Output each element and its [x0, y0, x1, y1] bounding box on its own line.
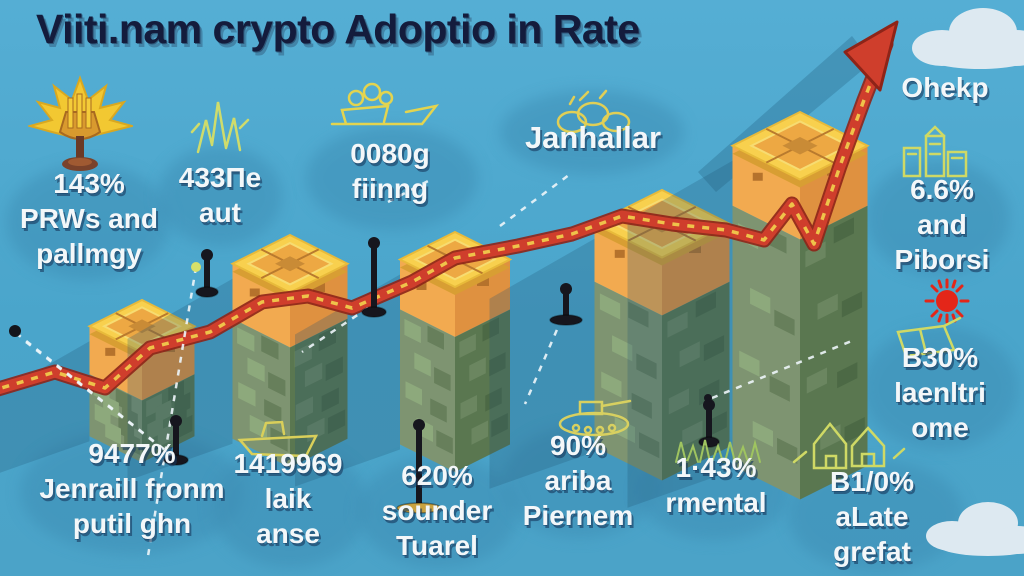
coins-sketch-icon [550, 88, 635, 145]
callout-sounder: 620% sounder Tuarel [360, 458, 514, 563]
trophy-plant-icon [26, 74, 136, 179]
callout-value: 6.6% [910, 174, 974, 205]
callout-label: rmental [665, 487, 767, 518]
callout-value: B30% [901, 342, 979, 373]
callout-label: ome [911, 412, 969, 443]
callout-value: 620% [401, 460, 473, 491]
callout-label: laik [264, 483, 312, 514]
houses-sketch-icon [786, 416, 911, 483]
callout-value: B1/0% [829, 466, 915, 497]
callout-label: grefat [833, 536, 911, 567]
callout-value: 143% [53, 168, 125, 199]
callout-label: aLate [835, 501, 909, 532]
callout-label: Piborsi [894, 244, 990, 275]
sun-burst-icon [924, 278, 970, 329]
callout-jenraill: 9477% Jenraill fronm putil ghn [12, 436, 252, 541]
callout-label: fiinng [351, 173, 429, 204]
callout-label: aut [199, 197, 241, 228]
callout-label: pallmgy [36, 238, 142, 269]
tank-sketch-icon [544, 392, 644, 445]
callout-label: Piernem [522, 500, 634, 531]
callout-prws: 143% PRWs and pallmgy [0, 166, 178, 271]
callout-value: 1419969 [233, 448, 343, 479]
box-sketch-icon [884, 310, 969, 367]
callout-grefat: B1/0% aLate grefat [788, 464, 956, 569]
callout-finng: 0080g fiinng [316, 136, 464, 206]
callout-value: 9477% [88, 438, 176, 469]
callout-label: Janhallar [524, 120, 662, 155]
callout-aut: 433Пe aut [150, 160, 290, 230]
callout-value: 1·43% [675, 452, 757, 483]
city-sketch-icon [896, 120, 976, 189]
callout-rmental: 1·43% rmental [640, 450, 792, 520]
callout-janhallar: Janhallar [498, 120, 688, 155]
callout-ariba: 90% ariba Piernem [502, 428, 654, 533]
callout-value: 433Пe [178, 162, 262, 193]
callout-label: Tuarel [396, 530, 478, 561]
callout-piborsi: 6.6% and Piborsi [872, 172, 1012, 277]
callout-label: putil ghn [72, 508, 192, 539]
grass-sketch-icon [672, 434, 767, 469]
callout-label: and [917, 209, 967, 240]
page-title: Viiti.nam crypto Adoptio in Rate [36, 6, 640, 52]
callout-ohekp: Ohekp [872, 70, 1018, 105]
callout-value: 90% [549, 430, 607, 461]
callout-laik: 1419969 laik anse [212, 446, 364, 551]
callout-label: Jenraill fronm [39, 473, 225, 504]
callout-label: laenltri [894, 377, 986, 408]
callout-laenltri: B30% laenltri ome [862, 340, 1018, 445]
ship-sketch-icon [326, 80, 441, 143]
boat-sketch-icon [232, 418, 327, 468]
callout-value: 0080g [350, 138, 430, 169]
callout-label: anse [256, 518, 320, 549]
callout-label: PRWs and [20, 203, 158, 234]
crystal-sketch-icon [178, 90, 258, 165]
callout-label: ariba [544, 465, 612, 496]
callout-label: Ohekp [901, 72, 989, 103]
callout-label: sounder [381, 495, 493, 526]
